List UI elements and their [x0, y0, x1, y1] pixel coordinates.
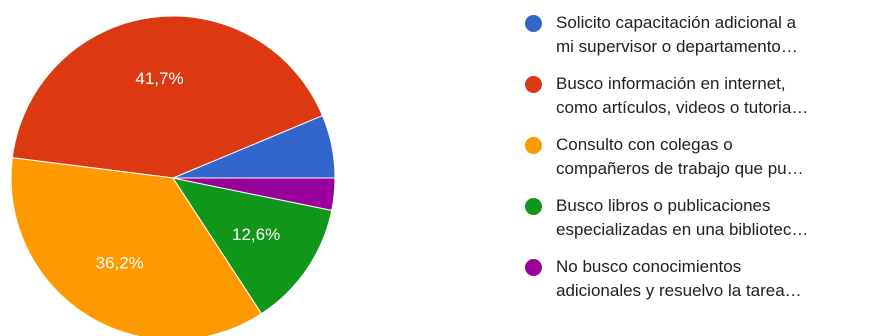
legend-item-internet[interactable]: Busco información en internet, como artí… — [524, 72, 874, 133]
pie-slice-label-2: 36,2% — [96, 254, 144, 273]
pie-slice-1[interactable] — [11, 15, 324, 179]
legend-label-line-2: compañeros de trabajo que pu… — [556, 159, 804, 178]
pie-slices — [10, 15, 336, 336]
legend-item-no-busco[interactable]: No busco conocimientos adicionales y res… — [524, 255, 874, 316]
pie-slice-2[interactable] — [10, 157, 263, 336]
legend-label-line-1: Consulto con colegas o — [556, 135, 733, 154]
chart-legend: Solicito capacitación adicional a mi sup… — [524, 11, 874, 316]
pie-slice-label-1: 41,7% — [135, 69, 183, 88]
pie-slice-3[interactable] — [171, 177, 333, 315]
legend-item-capacitacion[interactable]: Solicito capacitación adicional a mi sup… — [524, 11, 874, 72]
legend-label-line-2: como artículos, videos o tutoria… — [556, 98, 809, 117]
pie-slice-label-3: 12,6% — [232, 225, 280, 244]
legend-swatch — [525, 198, 542, 215]
legend-label-line-1: Busco información en internet, — [556, 74, 786, 93]
legend-swatch — [525, 15, 542, 32]
legend-label-line-1: Busco libros o publicaciones — [556, 196, 771, 215]
pie-slice-4[interactable] — [172, 177, 336, 211]
legend-swatch — [525, 259, 542, 276]
legend-label-line-1: No busco conocimientos — [556, 257, 742, 276]
legend-label-line-1: Solicito capacitación adicional a — [556, 13, 797, 32]
legend-label-line-2: adicionales y resuelvo la tarea… — [556, 281, 802, 300]
legend-swatch — [525, 137, 542, 154]
pie-slice-labels: 41,7% 36,2% 12,6% — [96, 69, 281, 273]
legend-item-colegas[interactable]: Consulto con colegas o compañeros de tra… — [524, 133, 874, 194]
legend-label-line-2: especializadas en una bibliotec… — [556, 220, 809, 239]
legend-item-libros[interactable]: Busco libros o publicaciones especializa… — [524, 194, 874, 255]
legend-label-line-2: mi supervisor o departamento… — [556, 37, 798, 56]
legend-swatch — [525, 76, 542, 93]
